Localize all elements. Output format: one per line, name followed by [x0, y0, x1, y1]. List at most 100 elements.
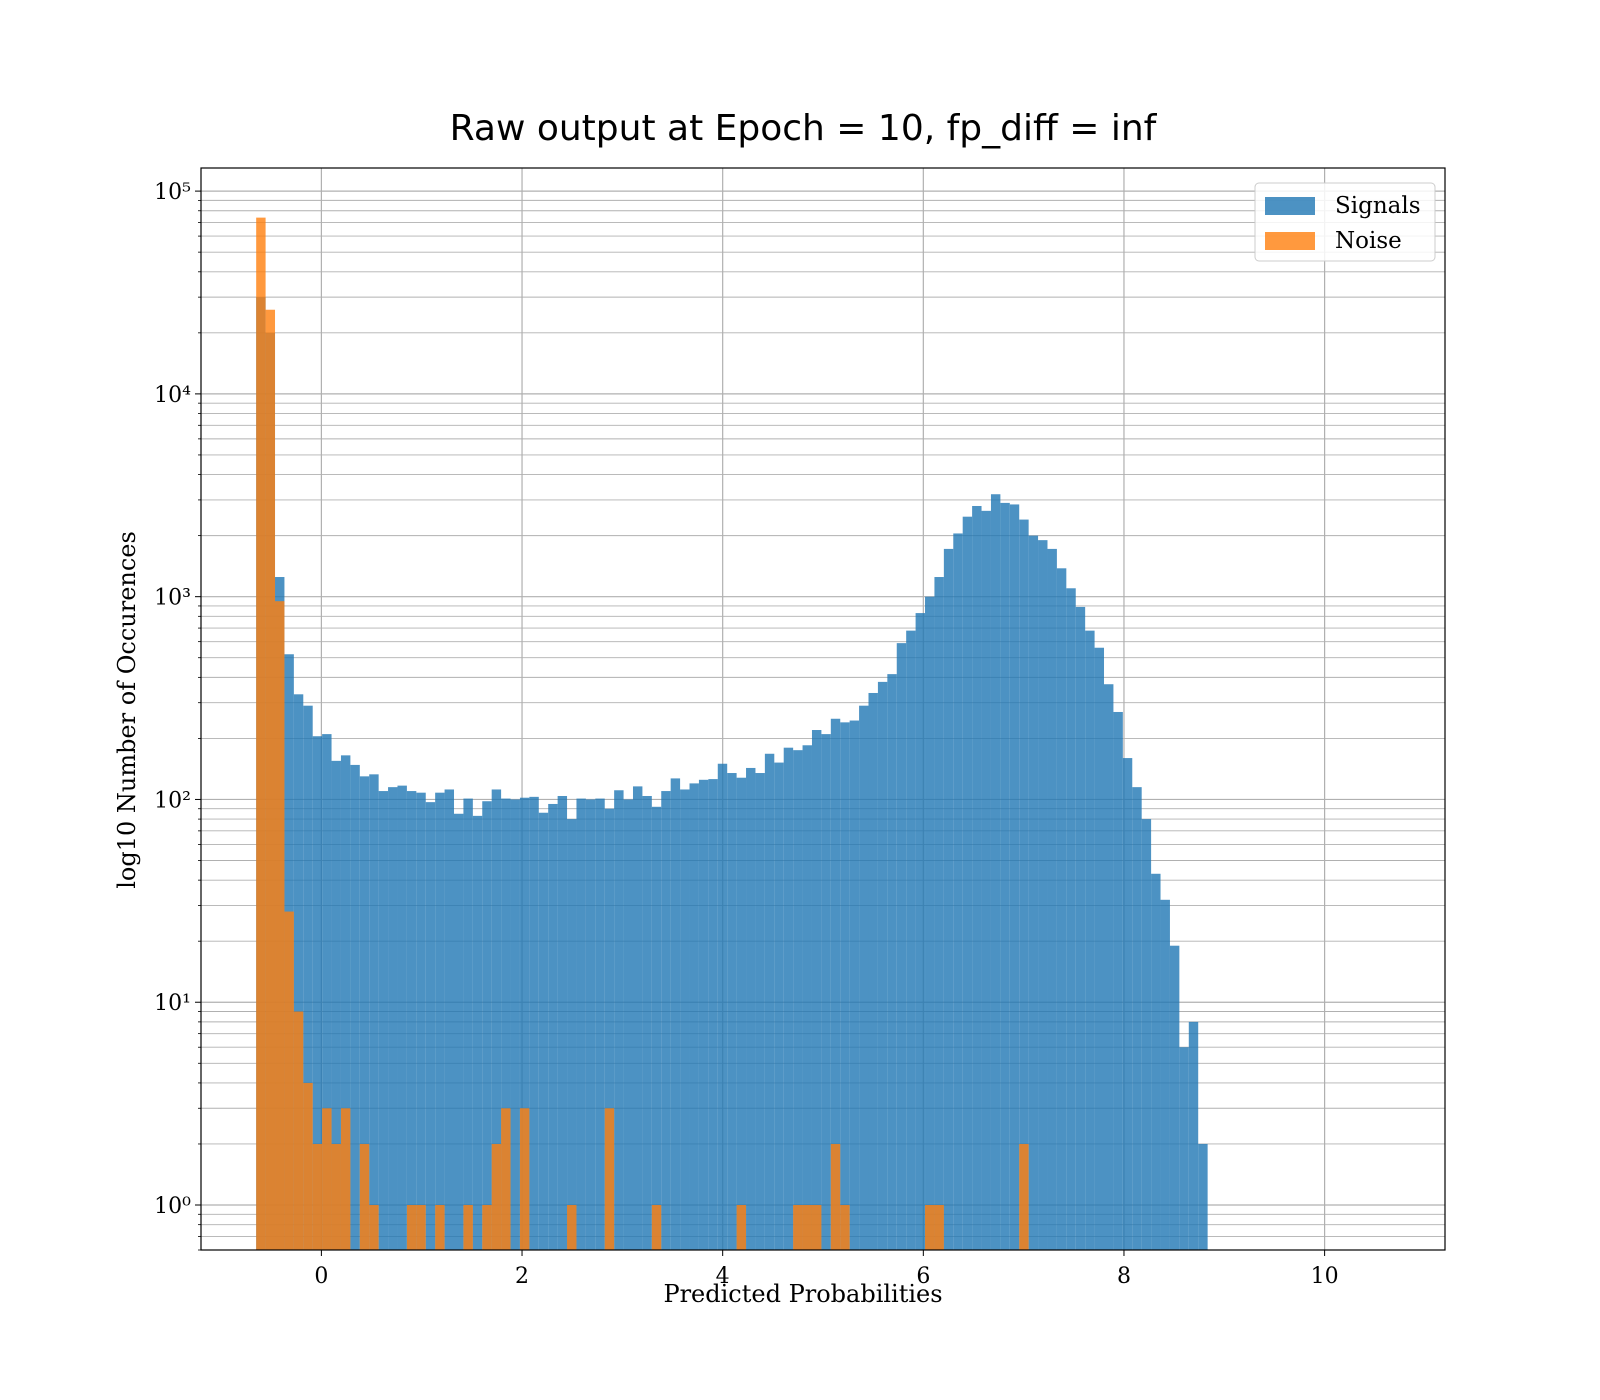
signals-bar [378, 791, 389, 1250]
noise-bar [406, 1205, 417, 1250]
signals-bar [1056, 568, 1067, 1250]
noise-bar [934, 1205, 944, 1250]
signals-bar [595, 798, 605, 1250]
signals-bar [972, 505, 982, 1250]
x-tick-label: 6 [916, 1264, 930, 1289]
signals-bar [840, 722, 850, 1250]
legend-swatch [1265, 197, 1315, 215]
signals-bar [350, 764, 360, 1250]
signals-bars [256, 297, 1208, 1251]
signals-bar [388, 787, 398, 1250]
noise-bar [604, 1108, 615, 1250]
signals-bar [661, 791, 671, 1250]
signals-bar [1000, 502, 1010, 1251]
signals-bar [1132, 787, 1142, 1250]
signals-bar [1019, 519, 1029, 1250]
signals-bar [943, 548, 954, 1250]
signals-bar [1160, 899, 1170, 1250]
y-tick-label: 10¹ [154, 991, 191, 1016]
signals-bar [491, 789, 502, 1250]
signals-bar [1169, 945, 1180, 1250]
signals-bar [1122, 758, 1133, 1250]
signals-bar [651, 806, 662, 1250]
signals-bar [953, 533, 963, 1250]
noise-bar [303, 1082, 313, 1250]
signals-bar [906, 630, 916, 1250]
signals-bar [680, 789, 690, 1250]
signals-bar [557, 795, 568, 1250]
noise-bar [284, 911, 294, 1250]
signals-bar [322, 734, 332, 1250]
noise-bars [256, 217, 1029, 1251]
noise-bar [802, 1205, 812, 1250]
signals-bar [1113, 711, 1123, 1250]
signals-bar [1066, 588, 1076, 1250]
noise-bar [435, 1205, 445, 1250]
plot-frame [200, 167, 1446, 1251]
y-tick-label: 10² [154, 788, 191, 813]
signals-bar [369, 774, 379, 1250]
signals-bar [303, 705, 313, 1250]
legend-label: Signals [1335, 193, 1421, 219]
signals-bar [529, 796, 539, 1250]
noise-bar [567, 1205, 577, 1250]
signals-bar [990, 494, 1001, 1251]
noise-bar [322, 1108, 332, 1250]
noise-bar [463, 1205, 473, 1250]
signals-bar [689, 783, 699, 1250]
signals-bar [849, 720, 860, 1250]
noise-bar [1019, 1143, 1029, 1250]
y-axis-label: log10 Number of Occurences [113, 531, 141, 889]
noise-bar [830, 1143, 841, 1250]
y-tick-label: 10⁰ [154, 1194, 191, 1219]
x-tick-label: 8 [1117, 1264, 1131, 1289]
signals-bar [915, 613, 926, 1250]
signals-bar [1094, 647, 1105, 1250]
x-tick-label: 10 [1311, 1264, 1339, 1289]
noise-bar [256, 217, 266, 1250]
noise-bar [925, 1205, 935, 1250]
signals-bar [312, 736, 323, 1250]
signals-bar [670, 778, 681, 1250]
signals-bar [783, 747, 794, 1250]
signals-bar [811, 730, 822, 1250]
signals-bar [925, 596, 935, 1250]
signals-bar [331, 760, 341, 1250]
signals-bar [727, 773, 737, 1250]
signals-bar [868, 692, 878, 1250]
signals-bar [887, 674, 897, 1250]
noise-bar [491, 1143, 502, 1250]
signals-bar [934, 577, 944, 1250]
signals-bar [1104, 684, 1114, 1250]
signals-bar [472, 815, 483, 1250]
signals-bar [746, 767, 756, 1250]
chart-title: Raw output at Epoch = 10, fp_diff = inf [450, 108, 1158, 149]
noise-bar [736, 1205, 747, 1250]
signals-bar [425, 802, 436, 1250]
signals-bar [416, 792, 426, 1250]
noise-bar [811, 1205, 822, 1250]
signals-bar [698, 779, 709, 1250]
signals-bar [519, 797, 530, 1250]
signals-bar [1047, 548, 1057, 1250]
x-tick-label: 2 [515, 1264, 529, 1289]
noise-bar [369, 1205, 379, 1250]
signals-bar [1198, 1143, 1208, 1250]
legend-label: Noise [1335, 228, 1402, 254]
x-tick-label: 0 [314, 1264, 328, 1289]
noise-bar [651, 1205, 662, 1250]
signals-bar [293, 694, 304, 1250]
signals-bar [1188, 1021, 1199, 1250]
signals-bar [623, 799, 633, 1250]
noise-bar [340, 1108, 351, 1250]
signals-bar [877, 681, 888, 1250]
signals-bar [454, 813, 464, 1250]
signals-bar [604, 808, 615, 1250]
signals-bar [435, 792, 445, 1250]
x-tick-label: 4 [716, 1264, 730, 1289]
signals-bar [538, 812, 549, 1250]
signals-bar [567, 819, 577, 1250]
noise-bar [416, 1205, 426, 1250]
signals-bar [896, 643, 907, 1250]
signals-bar [1009, 504, 1020, 1250]
